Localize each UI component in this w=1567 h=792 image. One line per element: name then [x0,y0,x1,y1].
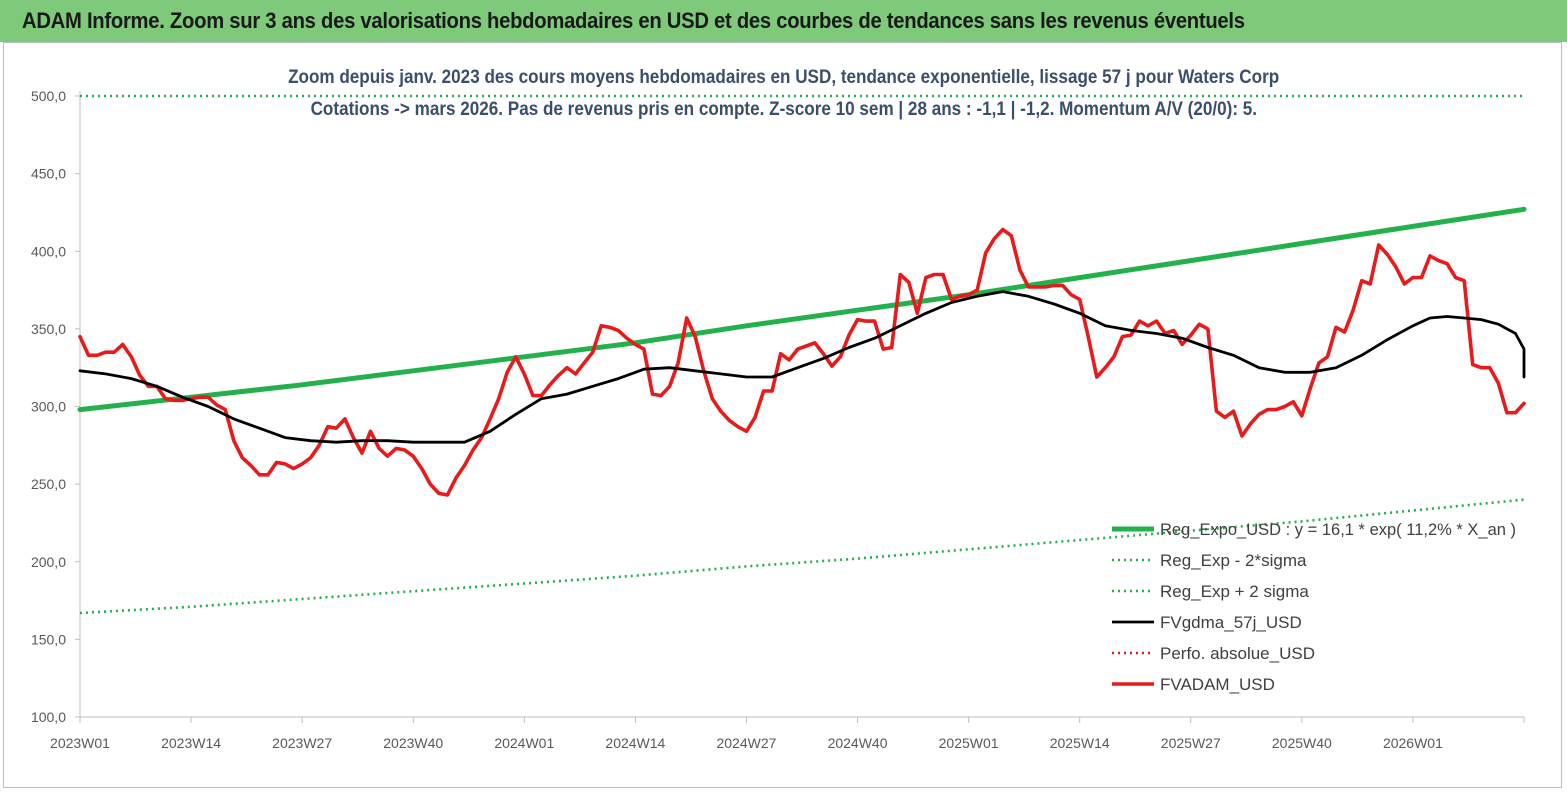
legend-label: Reg_Exp + 2 sigma [1160,582,1309,601]
legend-label: Perfo. absolue_USD [1160,644,1315,663]
y-tick-label: 100,0 [31,709,66,725]
x-tick-label: 2024W01 [494,735,554,751]
y-tick-label: 500,0 [31,88,66,104]
series-line-5 [78,227,1526,497]
x-tick-label: 2026W01 [1383,735,1443,751]
x-tick-label: 2025W27 [1161,735,1221,751]
legend-label: FVgdma_57j_USD [1160,613,1302,632]
x-tick-label: 2024W27 [716,735,776,751]
y-tick-label: 450,0 [31,166,66,182]
y-tick-label: 250,0 [31,476,66,492]
legend-label: FVADAM_USD [1160,675,1275,694]
legend-label: Reg_Expo_USD : y = 16,1 * exp( 11,2% * X… [1160,520,1516,539]
legend-label: Reg_Exp - 2*sigma [1160,551,1307,570]
y-tick-label: 200,0 [31,554,66,570]
y-tick-label: 300,0 [31,399,66,415]
x-tick-label: 2025W14 [1050,735,1110,751]
chart-axes: 100,0 150,0 200,0 250,0 300,0 350,0 400,0 450,0… [31,88,1525,751]
chart-legend: Reg_Expo_USD : y = 16,1 * exp( 11,2% * X… [1112,520,1516,694]
series-line-0 [77,206,1527,413]
x-tick-label: 2024W14 [605,735,665,751]
series-line-3 [78,290,1526,444]
x-tick-label: 2025W01 [939,735,999,751]
report-banner: ADAM Informe. Zoom sur 3 ans des valoris… [0,0,1567,42]
y-tick-label: 150,0 [31,631,66,647]
y-tick-label: 400,0 [31,243,66,259]
series-line-1 [79,498,1525,615]
chart-series-lines [77,94,1527,615]
x-tick-label: 2023W14 [161,735,221,751]
x-tick-label: 2023W27 [272,735,332,751]
x-tick-label: 2024W40 [828,735,888,751]
chart-subtitle: Cotations -> mars 2026. Pas de revenus p… [304,99,1263,121]
chart-title: Zoom depuis janv. 2023 des cours moyens … [282,67,1285,89]
y-tick-label: 350,0 [31,321,66,337]
report-title: ADAM Informe. Zoom sur 3 ans des valoris… [22,8,1245,33]
x-tick-label: 2023W01 [50,735,110,751]
x-tick-label: 2025W40 [1272,735,1332,751]
chart-frame [3,42,1562,788]
x-tick-label: 2023W40 [383,735,443,751]
